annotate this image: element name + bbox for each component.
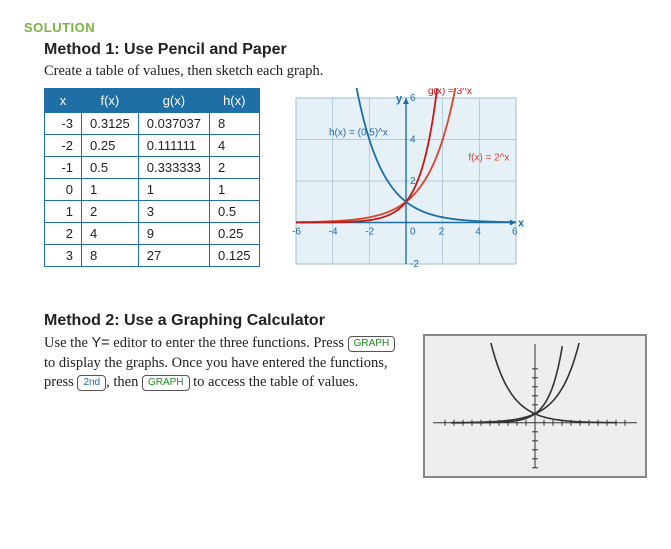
svg-text:0: 0 <box>410 227 416 238</box>
graph-key-2: GRAPH <box>142 375 190 391</box>
svg-text:-2: -2 <box>365 227 374 238</box>
method1-title: Method 1: Use Pencil and Paper <box>44 41 647 59</box>
svg-text:2: 2 <box>438 227 444 238</box>
table-cell: -2 <box>45 135 82 157</box>
second-key: 2nd <box>77 375 106 391</box>
table-header: x <box>45 89 82 113</box>
table-header: g(x) <box>138 89 209 113</box>
svg-text:6: 6 <box>410 93 416 104</box>
table-cell: 2 <box>210 157 260 179</box>
table-cell: 0 <box>45 179 82 201</box>
table-cell: 0.25 <box>82 135 139 157</box>
table-cell: 0.125 <box>210 245 260 267</box>
table-cell: 9 <box>138 223 209 245</box>
method2-text: Use the Y= editor to enter the three fun… <box>44 334 407 393</box>
svg-text:4: 4 <box>475 227 481 238</box>
table-cell: 2 <box>45 223 82 245</box>
table-row: -10.50.3333332 <box>45 157 260 179</box>
table-cell: 8 <box>82 245 139 267</box>
table-cell: -1 <box>45 157 82 179</box>
table-cell: 3 <box>138 201 209 223</box>
graph-key-1: GRAPH <box>348 336 396 352</box>
svg-text:4: 4 <box>410 135 416 146</box>
table-cell: 2 <box>82 201 139 223</box>
table-cell: 3 <box>45 245 82 267</box>
table-row: 1230.5 <box>45 201 260 223</box>
table-row: -30.31250.0370378 <box>45 113 260 135</box>
svg-text:y: y <box>396 93 403 105</box>
table-cell: 0.5 <box>210 201 260 223</box>
svg-text:x: x <box>518 218 525 230</box>
svg-text:-2: -2 <box>410 259 419 270</box>
calculator-screen <box>423 334 647 478</box>
table-row: 2490.25 <box>45 223 260 245</box>
table-cell: -3 <box>45 113 82 135</box>
svg-text:-6: -6 <box>292 227 301 238</box>
m2-yeq: Y= <box>92 335 110 351</box>
svg-text:f(x) = 2^x: f(x) = 2^x <box>468 152 509 163</box>
svg-text:g(x) = 3^x: g(x) = 3^x <box>428 88 472 97</box>
table-row: 38270.125 <box>45 245 260 267</box>
table-cell: 0.111111 <box>138 135 209 157</box>
table-cell: 0.25 <box>210 223 260 245</box>
table-cell: 0.037037 <box>138 113 209 135</box>
table-cell: 1 <box>138 179 209 201</box>
solution-label: SOLUTION <box>24 20 647 35</box>
table-row: 0111 <box>45 179 260 201</box>
table-header: h(x) <box>210 89 260 113</box>
graph-chart: -6-4-20246-2246xyf(x) = 2^xg(x) = 3^xh(x… <box>276 88 526 278</box>
table-cell: 0.3125 <box>82 113 139 135</box>
table-cell: 4 <box>82 223 139 245</box>
table-cell: 27 <box>138 245 209 267</box>
table-row: -20.250.1111114 <box>45 135 260 157</box>
m2-t4: , then <box>106 374 142 390</box>
svg-text:h(x) = (0.5)^x: h(x) = (0.5)^x <box>329 127 388 138</box>
table-cell: 8 <box>210 113 260 135</box>
table-cell: 4 <box>210 135 260 157</box>
method1-desc: Create a table of values, then sketch ea… <box>44 63 647 80</box>
m2-t2: editor to enter the three functions. Pre… <box>110 335 348 351</box>
m2-t1: Use the <box>44 335 92 351</box>
table-cell: 0.333333 <box>138 157 209 179</box>
values-table: xf(x)g(x)h(x) -30.31250.0370378-20.250.1… <box>44 88 260 267</box>
method2-title: Method 2: Use a Graphing Calculator <box>44 312 647 330</box>
svg-text:-4: -4 <box>328 227 337 238</box>
table-cell: 1 <box>45 201 82 223</box>
table-cell: 1 <box>82 179 139 201</box>
table-cell: 1 <box>210 179 260 201</box>
table-cell: 0.5 <box>82 157 139 179</box>
table-header: f(x) <box>82 89 139 113</box>
m2-t5: to access the table of values. <box>190 374 359 390</box>
